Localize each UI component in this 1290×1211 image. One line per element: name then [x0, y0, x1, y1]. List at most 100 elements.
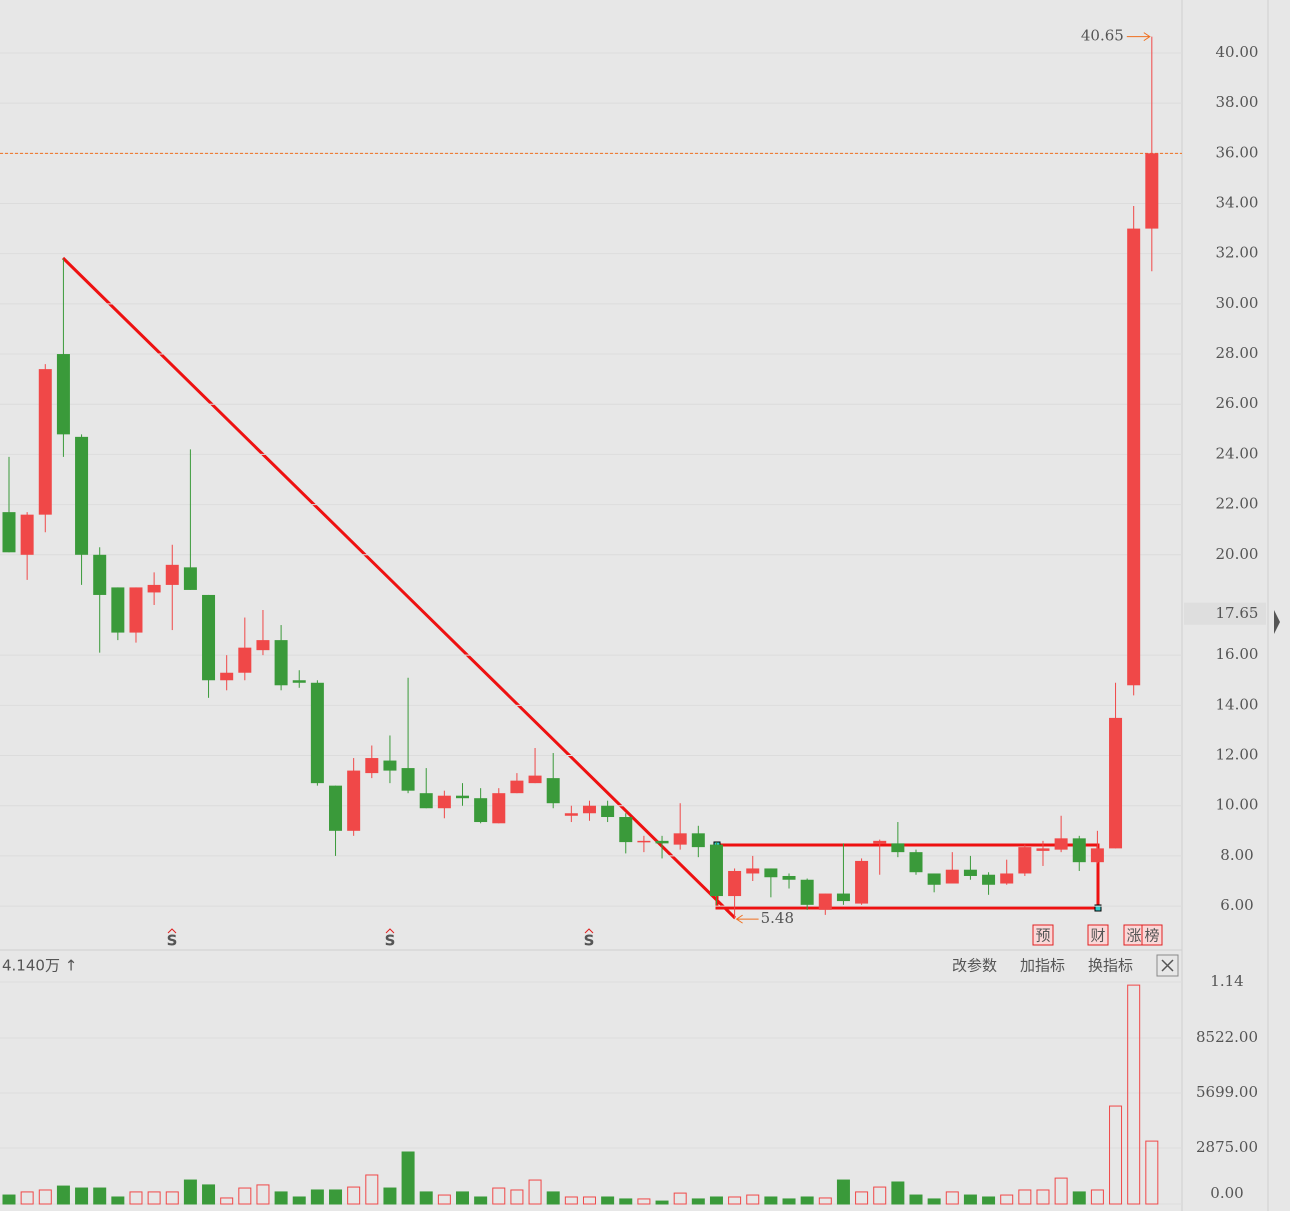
tag: 涨: [1126, 927, 1141, 945]
volume-bar: [1109, 1105, 1123, 1205]
candle-body: [728, 870, 742, 897]
candle-body: [510, 780, 524, 794]
max-arrow: [1126, 32, 1151, 42]
button[interactable]: 加指标: [1020, 957, 1065, 975]
y-tick-label: 40.00: [1216, 43, 1259, 61]
candle-body: [1072, 838, 1086, 863]
volume-bar: [601, 1196, 615, 1205]
volume-bar: [1036, 1189, 1050, 1205]
volume-bar: [982, 1196, 996, 1205]
volume-bar: [111, 1196, 125, 1205]
button[interactable]: 改参数: [952, 957, 997, 975]
candle-body: [673, 833, 687, 845]
volume-bar: [637, 1198, 651, 1205]
y-tick-label: 14.00: [1216, 695, 1259, 713]
volume-bar: [274, 1191, 288, 1205]
candle-body: [20, 514, 34, 555]
volume-bar: [800, 1196, 814, 1205]
volume-bar: [873, 1186, 887, 1205]
candle-body: [202, 594, 216, 681]
volume-bar: [419, 1191, 433, 1205]
y-tick-label: 6.00: [1220, 896, 1253, 914]
volume-bar: [202, 1184, 216, 1205]
candle-body: [419, 793, 433, 809]
y-tick-label: 16.00: [1216, 645, 1259, 663]
volume-bar: [165, 1191, 179, 1205]
volume-bar: [1054, 1177, 1068, 1205]
scroll-arrow: [1274, 610, 1280, 634]
candle-body: [183, 567, 197, 590]
candle-body: [75, 436, 89, 555]
volume-bar: [365, 1174, 379, 1205]
min-arrow: [735, 914, 759, 924]
volume-bar: [619, 1198, 633, 1205]
volume-bar: [510, 1189, 524, 1205]
volume-bar: [292, 1196, 306, 1205]
button[interactable]: 换指标: [1088, 957, 1133, 975]
volume-tick-label: 2875.00: [1196, 1138, 1258, 1156]
candle-body: [709, 844, 723, 897]
candle-body: [582, 805, 596, 814]
candle-body: [292, 680, 306, 683]
volume-bar: [1127, 984, 1141, 1205]
candle-body: [437, 795, 451, 809]
candle-body: [1109, 717, 1123, 849]
y-tick-label: 20.00: [1216, 545, 1259, 563]
volume-bar: [1090, 1189, 1104, 1205]
close-button[interactable]: [1156, 954, 1179, 977]
volume-tick-label: 8522.00: [1196, 1028, 1258, 1046]
trend-line: [61, 256, 737, 920]
volume-bar: [836, 1179, 850, 1205]
current-price-box: [1184, 602, 1266, 625]
signal-hat: [584, 928, 594, 934]
candle-body: [1054, 838, 1068, 850]
volume-bar: [38, 1189, 52, 1205]
y-tick-label: 28.00: [1216, 344, 1259, 362]
candle-body: [619, 817, 633, 843]
volume-bar: [220, 1197, 234, 1205]
volume-bar: [691, 1198, 705, 1205]
candle-body: [56, 354, 70, 435]
candle-body: [655, 840, 669, 844]
volume-tick-label: 1.14: [1210, 972, 1243, 990]
volume-bar: [764, 1196, 778, 1205]
min-label: 5.48: [761, 909, 794, 927]
volume-bar: [945, 1191, 959, 1205]
candle-body: [38, 369, 52, 515]
candle-body: [1018, 847, 1032, 874]
volume-bar: [746, 1194, 760, 1205]
candle-body: [800, 879, 814, 905]
candle-body: [963, 869, 977, 876]
volume-bar: [1145, 1140, 1159, 1205]
y-tick-label: 38.00: [1216, 93, 1259, 111]
candle-body: [129, 587, 143, 633]
candle-body: [1145, 153, 1159, 229]
volume-bar: [855, 1191, 869, 1205]
signal-mark: S: [167, 932, 178, 950]
volume-tick-label: 0.00: [1210, 1184, 1243, 1202]
volume-bar: [1000, 1194, 1014, 1205]
volume-bar: [891, 1181, 905, 1205]
candle-body: [474, 798, 488, 823]
candle-body: [909, 852, 923, 873]
y-tick-label: 10.00: [1216, 796, 1259, 814]
volume-bar: [909, 1194, 923, 1205]
volume-bar: [1018, 1189, 1032, 1205]
candle-body: [927, 873, 941, 885]
candle-body: [93, 554, 107, 595]
tag: 预: [1035, 927, 1050, 945]
candle-body: [1090, 848, 1104, 863]
volume-bar: [329, 1189, 343, 1205]
candle-body: [1036, 848, 1050, 851]
candle-body: [111, 587, 125, 633]
volume-bar: [564, 1196, 578, 1205]
y-tick-label: 36.00: [1216, 143, 1259, 161]
volume-bar: [456, 1191, 469, 1205]
tag: 财: [1090, 927, 1105, 945]
candle-body: [401, 768, 415, 791]
volume-tick-label: 5699.00: [1196, 1083, 1258, 1101]
volume-bar: [2, 1194, 16, 1205]
candle-body: [546, 778, 560, 804]
